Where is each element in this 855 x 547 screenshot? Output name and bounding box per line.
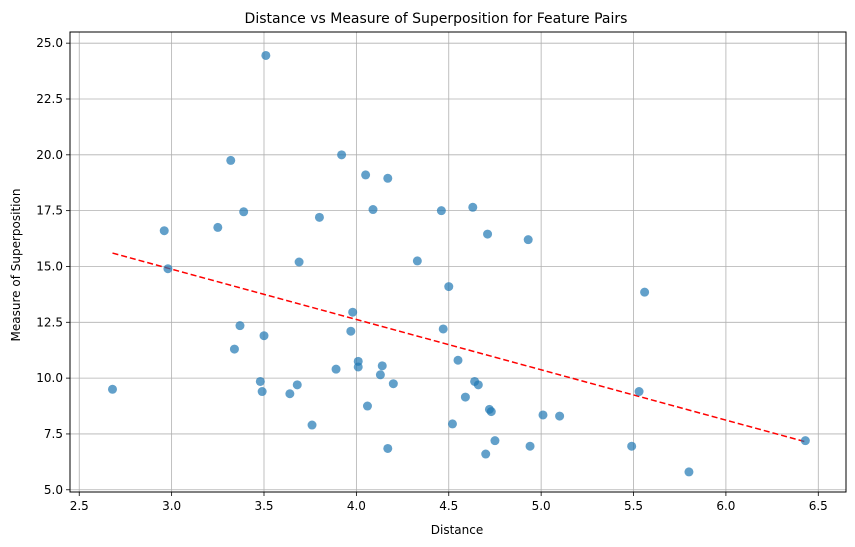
y-tick-label: 5.0 (44, 483, 63, 497)
data-point (294, 257, 304, 267)
data-point (331, 364, 341, 374)
data-point (377, 361, 387, 371)
data-point (538, 410, 548, 420)
y-axis-ticks: 5.0 7.5 10.0 12.5 15.0 17.5 20.0 22.5 25.0 (36, 36, 70, 497)
data-point (640, 287, 650, 297)
data-point (523, 235, 533, 245)
data-point (460, 392, 470, 402)
x-tick-label: 5.0 (532, 499, 551, 513)
y-tick-label: 22.5 (36, 92, 63, 106)
y-tick-label: 12.5 (36, 315, 63, 329)
data-point (226, 155, 236, 165)
x-tick-label: 5.5 (624, 499, 643, 513)
data-point (255, 376, 265, 386)
data-point (490, 436, 500, 446)
data-point (444, 282, 454, 292)
x-tick-label: 2.5 (70, 499, 89, 513)
data-point (383, 443, 393, 453)
x-tick-label: 3.5 (254, 499, 273, 513)
data-point (285, 389, 295, 399)
data-point (388, 379, 398, 389)
data-point (473, 380, 483, 390)
data-point (438, 324, 448, 334)
axes-frame (69, 31, 847, 493)
y-tick-label: 10.0 (36, 371, 63, 385)
x-axis-ticks: 2.5 3.0 3.5 4.0 4.5 5.0 5.5 6.0 6.5 (70, 492, 828, 513)
data-point (468, 202, 478, 212)
data-point (555, 411, 565, 421)
x-tick-label: 6.0 (716, 499, 735, 513)
data-point (229, 344, 239, 354)
data-point (314, 212, 324, 222)
data-point (634, 387, 644, 397)
data-point (239, 207, 249, 217)
data-point (447, 419, 457, 429)
data-point (800, 436, 810, 446)
grid-lines (70, 32, 846, 492)
data-point (348, 307, 358, 317)
chart-title: Distance vs Measure of Superposition for… (245, 11, 628, 27)
data-point (684, 467, 694, 477)
data-point (163, 264, 173, 274)
data-point (483, 229, 493, 239)
y-axis-label: Measure of Superposition (9, 189, 23, 342)
data-point (307, 420, 317, 430)
data-point (525, 441, 535, 451)
data-point (235, 321, 245, 331)
y-tick-label: 20.0 (36, 148, 63, 162)
data-point (627, 441, 637, 451)
y-tick-label: 15.0 (36, 259, 63, 273)
x-tick-label: 3.0 (162, 499, 181, 513)
trend-line (112, 252, 806, 443)
data-point (213, 222, 223, 232)
data-point (107, 384, 117, 394)
data-point (383, 173, 393, 183)
data-point (159, 226, 169, 236)
data-point (481, 449, 491, 459)
data-point (257, 387, 267, 397)
data-point (486, 407, 496, 417)
data-point (337, 150, 347, 160)
data-point (361, 170, 371, 180)
trend-line-group (112, 252, 806, 443)
data-point (353, 362, 363, 372)
y-tick-label: 17.5 (36, 204, 63, 218)
data-point (346, 326, 356, 336)
x-tick-label: 4.5 (439, 499, 458, 513)
y-tick-label: 25.0 (36, 36, 63, 50)
data-point (412, 256, 422, 266)
x-tick-label: 6.5 (809, 499, 828, 513)
y-tick-label: 7.5 (44, 427, 63, 441)
data-point (375, 370, 385, 380)
data-point (368, 205, 378, 215)
data-point (292, 380, 302, 390)
data-point (436, 206, 446, 216)
x-tick-label: 4.0 (347, 499, 366, 513)
data-point (362, 401, 372, 411)
data-point (453, 355, 463, 365)
data-points (107, 50, 810, 477)
data-point (259, 331, 269, 341)
x-axis-label: Distance (431, 523, 483, 537)
data-point (261, 50, 271, 60)
